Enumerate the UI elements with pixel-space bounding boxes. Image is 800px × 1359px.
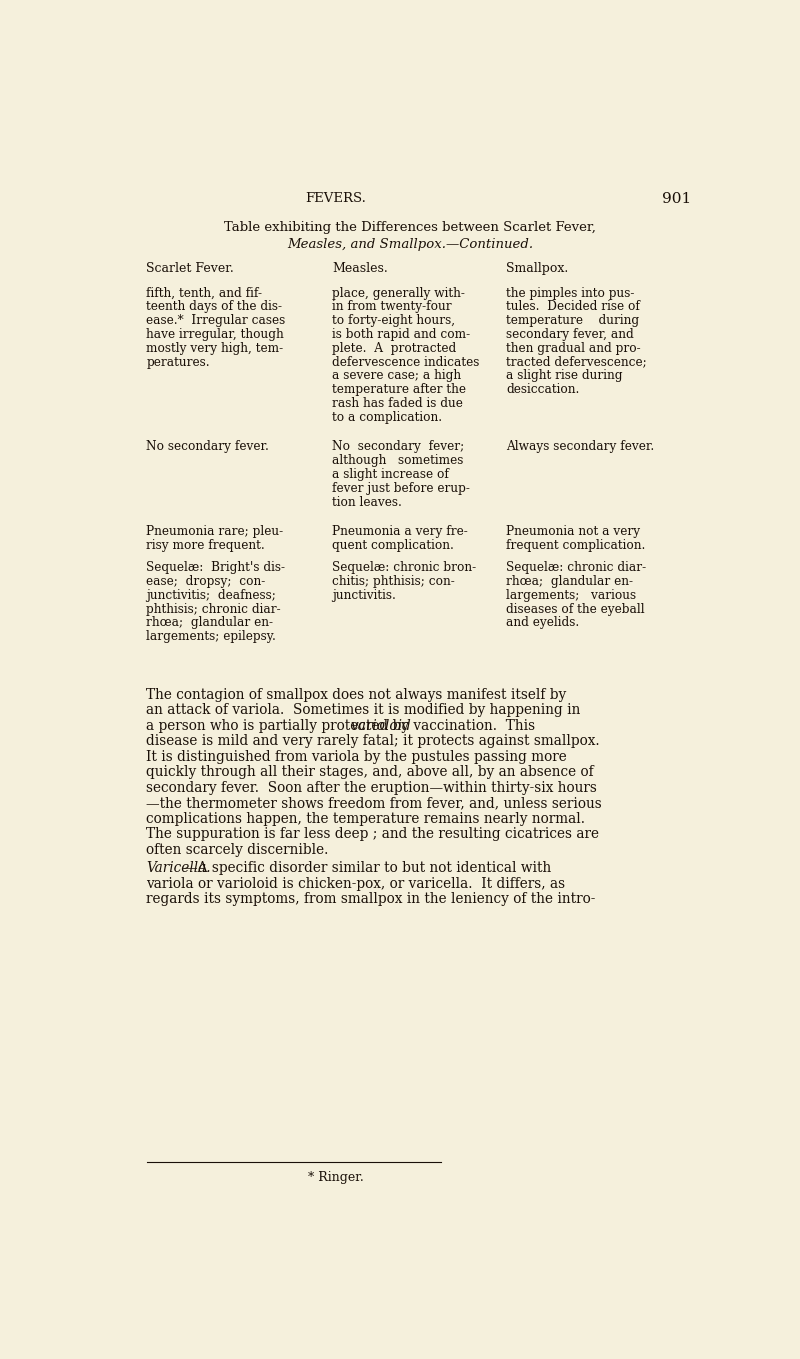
Text: defervescence indicates: defervescence indicates — [333, 356, 480, 368]
Text: mostly very high, tem-: mostly very high, tem- — [146, 342, 284, 355]
Text: Scarlet Fever.: Scarlet Fever. — [146, 262, 234, 276]
Text: although   sometimes: although sometimes — [333, 454, 464, 467]
Text: rash has faded is due: rash has faded is due — [333, 397, 463, 410]
Text: * Ringer.: * Ringer. — [308, 1171, 363, 1184]
Text: tules.  Decided rise of: tules. Decided rise of — [506, 300, 640, 314]
Text: the pimples into pus-: the pimples into pus- — [506, 287, 634, 299]
Text: largements;   various: largements; various — [506, 588, 636, 602]
Text: rhœa;  glandular en-: rhœa; glandular en- — [146, 617, 274, 629]
Text: frequent complication.: frequent complication. — [506, 540, 646, 552]
Text: peratures.: peratures. — [146, 356, 210, 368]
Text: tracted defervescence;: tracted defervescence; — [506, 356, 647, 368]
Text: have irregular, though: have irregular, though — [146, 328, 284, 341]
Text: fever just before erup-: fever just before erup- — [333, 482, 470, 495]
Text: risy more frequent.: risy more frequent. — [146, 540, 266, 552]
Text: to forty-eight hours,: to forty-eight hours, — [333, 314, 456, 328]
Text: often scarcely discernible.: often scarcely discernible. — [146, 843, 329, 856]
Text: Pneumonia a very fre-: Pneumonia a very fre- — [333, 525, 468, 538]
Text: an attack of variola.  Sometimes it is modified by happening in: an attack of variola. Sometimes it is mo… — [146, 704, 581, 718]
Text: chitis; phthisis; con-: chitis; phthisis; con- — [333, 575, 455, 588]
Text: It is distinguished from variola by the pustules passing more: It is distinguished from variola by the … — [146, 750, 567, 764]
Text: phthisis; chronic diar-: phthisis; chronic diar- — [146, 602, 281, 616]
Text: largements; epilepsy.: largements; epilepsy. — [146, 631, 276, 643]
Text: quickly through all their stages, and, above all, by an absence of: quickly through all their stages, and, a… — [146, 765, 594, 780]
Text: a person who is partially protected by vaccination.  This: a person who is partially protected by v… — [146, 719, 540, 733]
Text: Sequelæ: chronic bron-: Sequelæ: chronic bron- — [333, 561, 477, 573]
Text: —A specific disorder similar to but not identical with: —A specific disorder similar to but not … — [184, 862, 551, 875]
Text: Sequelæ:  Bright's dis-: Sequelæ: Bright's dis- — [146, 561, 286, 573]
Text: secondary fever.  Soon after the eruption—within thirty-six hours: secondary fever. Soon after the eruption… — [146, 781, 598, 795]
Text: place, generally with-: place, generally with- — [333, 287, 466, 299]
Text: Measles, and Smallpox.—Continued.: Measles, and Smallpox.—Continued. — [287, 238, 533, 251]
Text: variola or varioloid is chicken-pox, or varicella.  It differs, as: variola or varioloid is chicken-pox, or … — [146, 877, 566, 892]
Text: Pneumonia rare; pleu-: Pneumonia rare; pleu- — [146, 525, 284, 538]
Text: disease is mild and very rarely fatal; it protects against smallpox.: disease is mild and very rarely fatal; i… — [146, 734, 600, 749]
Text: varioloid: varioloid — [350, 719, 411, 733]
Text: tion leaves.: tion leaves. — [333, 496, 402, 508]
Text: temperature after the: temperature after the — [333, 383, 466, 397]
Text: then gradual and pro-: then gradual and pro- — [506, 342, 641, 355]
Text: complications happen, the temperature remains nearly normal.: complications happen, the temperature re… — [146, 811, 586, 826]
Text: ease;  dropsy;  con-: ease; dropsy; con- — [146, 575, 266, 588]
Text: rhœa;  glandular en-: rhœa; glandular en- — [506, 575, 633, 588]
Text: 901: 901 — [662, 193, 691, 207]
Text: No secondary fever.: No secondary fever. — [146, 440, 270, 454]
Text: a slight rise during: a slight rise during — [506, 370, 622, 382]
Text: ease.*  Irregular cases: ease.* Irregular cases — [146, 314, 286, 328]
Text: Smallpox.: Smallpox. — [506, 262, 568, 276]
Text: a slight increase of: a slight increase of — [333, 467, 450, 481]
Text: Varicella.: Varicella. — [146, 862, 211, 875]
Text: junctivitis;  deafness;: junctivitis; deafness; — [146, 588, 276, 602]
Text: teenth days of the dis-: teenth days of the dis- — [146, 300, 282, 314]
Text: The contagion of smallpox does not always manifest itself by: The contagion of smallpox does not alway… — [146, 688, 566, 703]
Text: diseases of the eyeball: diseases of the eyeball — [506, 602, 645, 616]
Text: secondary fever, and: secondary fever, and — [506, 328, 634, 341]
Text: No  secondary  fever;: No secondary fever; — [333, 440, 465, 454]
Text: Table exhibiting the Differences between Scarlet Fever,: Table exhibiting the Differences between… — [224, 220, 596, 234]
Text: in from twenty-four: in from twenty-four — [333, 300, 452, 314]
Text: quent complication.: quent complication. — [333, 540, 454, 552]
Text: The suppuration is far less deep ; and the resulting cicatrices are: The suppuration is far less deep ; and t… — [146, 828, 599, 841]
Text: Pneumonia not a very: Pneumonia not a very — [506, 525, 640, 538]
Text: Measles.: Measles. — [333, 262, 388, 276]
Text: plete.  A  protracted: plete. A protracted — [333, 342, 457, 355]
Text: regards its symptoms, from smallpox in the leniency of the intro-: regards its symptoms, from smallpox in t… — [146, 893, 596, 906]
Text: is both rapid and com-: is both rapid and com- — [333, 328, 470, 341]
Text: desiccation.: desiccation. — [506, 383, 579, 397]
Text: Always secondary fever.: Always secondary fever. — [506, 440, 654, 454]
Text: fifth, tenth, and fif-: fifth, tenth, and fif- — [146, 287, 262, 299]
Text: FEVERS.: FEVERS. — [305, 193, 366, 205]
Text: Sequelæ: chronic diar-: Sequelæ: chronic diar- — [506, 561, 646, 573]
Text: a severe case; a high: a severe case; a high — [333, 370, 462, 382]
Text: to a complication.: to a complication. — [333, 410, 442, 424]
Text: —the thermometer shows freedom from fever, and, unless serious: —the thermometer shows freedom from feve… — [146, 796, 602, 810]
Text: temperature    during: temperature during — [506, 314, 639, 328]
Text: junctivitis.: junctivitis. — [333, 588, 396, 602]
Text: and eyelids.: and eyelids. — [506, 617, 579, 629]
